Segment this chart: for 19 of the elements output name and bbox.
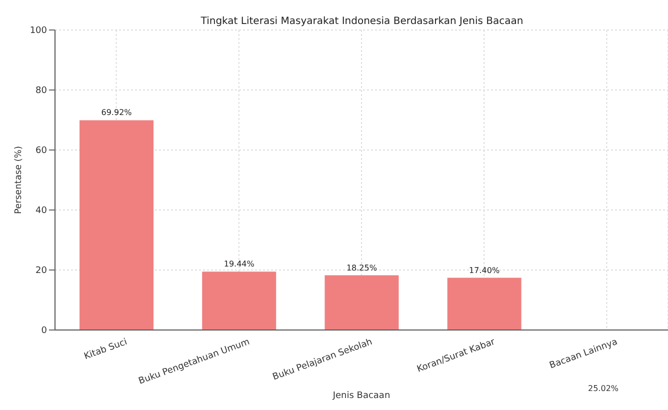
bar <box>80 120 154 330</box>
data-label: 18.25% <box>346 263 378 272</box>
x-axis-title: Jenis Bacaan <box>332 391 390 401</box>
data-label: 17.40% <box>469 266 500 275</box>
y-tick-label: 100 <box>30 26 48 36</box>
bar <box>324 275 399 330</box>
y-tick-label: 60 <box>36 146 48 156</box>
y-tick-label: 20 <box>36 266 48 276</box>
y-tick-label: 40 <box>36 206 48 216</box>
x-tick-label: Kitab Suci <box>83 337 129 362</box>
text: 25.02% <box>588 384 619 393</box>
y-tick-label: 80 <box>36 86 48 96</box>
bar <box>202 272 276 330</box>
data-label: 69.92% <box>101 108 132 118</box>
y-axis-title: Persentase (%) <box>14 146 24 214</box>
data-label: 19.44% <box>224 260 255 269</box>
y-tick-label: 0 <box>41 326 48 336</box>
bar <box>447 278 522 330</box>
chart-title: Tingkat Literasi Masyarakat Indonesia Berdasarkan Jenis Bacaan <box>200 16 524 27</box>
